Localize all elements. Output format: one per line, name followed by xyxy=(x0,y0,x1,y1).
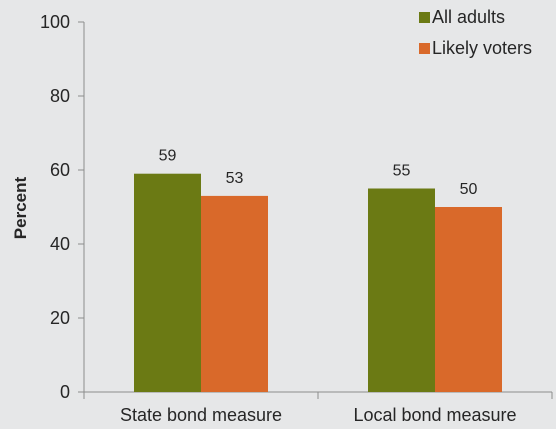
legend-label: Likely voters xyxy=(432,38,532,58)
bar xyxy=(368,188,435,392)
bar xyxy=(435,207,502,392)
y-tick-label: 80 xyxy=(50,86,70,106)
y-axis-label: Percent xyxy=(11,176,30,239)
legend-label: All adults xyxy=(432,7,505,27)
x-tick-label: Local bond measure xyxy=(353,405,516,425)
data-labels: 59 53 55 50 xyxy=(159,148,478,198)
y-tick-label: 100 xyxy=(40,12,70,32)
y-tick-label: 60 xyxy=(50,160,70,180)
y-tick-label: 0 xyxy=(60,382,70,402)
y-axis: 0 20 40 60 80 100 xyxy=(40,12,85,402)
data-label: 59 xyxy=(159,148,177,165)
x-axis: State bond measure Local bond measure xyxy=(83,391,553,425)
legend: All adults Likely voters xyxy=(419,7,532,58)
y-tick-label: 20 xyxy=(50,308,70,328)
x-tick-label: State bond measure xyxy=(120,405,282,425)
data-label: 55 xyxy=(393,163,411,180)
bar xyxy=(134,173,201,392)
legend-swatch xyxy=(419,12,430,23)
data-label: 50 xyxy=(460,181,478,198)
y-tick-label: 40 xyxy=(50,234,70,254)
bar xyxy=(201,195,268,392)
legend-swatch xyxy=(419,43,430,54)
bars xyxy=(134,173,502,392)
data-label: 53 xyxy=(226,170,244,187)
